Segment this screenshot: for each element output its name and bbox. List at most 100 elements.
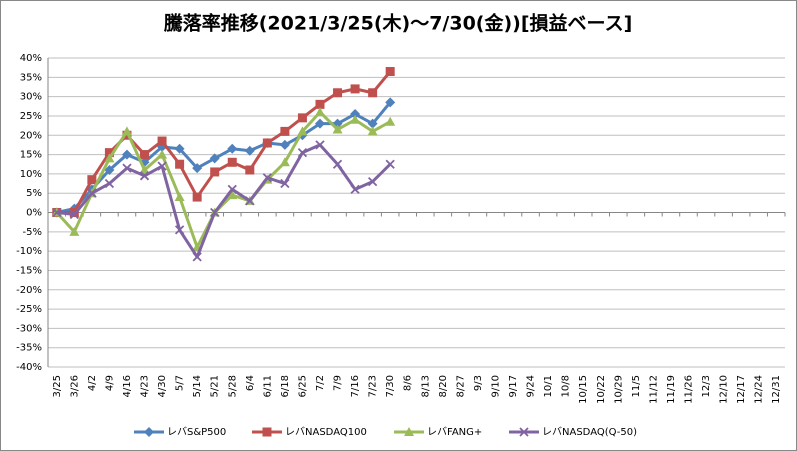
marker	[280, 178, 290, 189]
y-tick-label: 35%	[20, 72, 42, 83]
marker	[297, 147, 308, 158]
x-tick-label: 10/15	[578, 375, 589, 404]
x-tick-label: 4/2	[87, 375, 98, 391]
x-tick-label: 10/8	[561, 375, 572, 397]
legend-marker	[262, 427, 272, 437]
y-tick-label: 25%	[20, 111, 42, 122]
legend-label: レバNASDAQ100	[285, 426, 367, 438]
x-tick-label: 6/25	[297, 375, 308, 397]
marker	[104, 148, 114, 158]
y-tick-label: 40%	[20, 53, 42, 64]
marker	[368, 88, 378, 98]
marker	[139, 165, 150, 175]
marker	[350, 84, 360, 94]
marker	[315, 140, 325, 150]
y-tick-label: 0%	[26, 208, 42, 219]
legend-label: レバS&P500	[167, 426, 226, 438]
marker	[104, 178, 115, 189]
marker	[192, 252, 202, 262]
x-tick-label: 10/22	[596, 375, 607, 404]
marker	[333, 88, 343, 98]
marker	[385, 97, 396, 108]
marker	[192, 163, 203, 174]
x-tick-label: 6/18	[280, 375, 291, 397]
x-tick-label: 8/20	[438, 375, 449, 397]
marker	[367, 118, 378, 129]
y-tick-label: -30%	[16, 323, 42, 334]
marker	[227, 143, 238, 154]
x-tick-label: 11/26	[683, 375, 694, 404]
marker	[280, 126, 290, 136]
marker	[385, 159, 395, 169]
marker	[332, 124, 343, 134]
y-tick-label: 10%	[20, 169, 42, 180]
marker	[157, 136, 167, 146]
y-tick-label: -25%	[16, 304, 42, 315]
marker	[157, 149, 168, 159]
legend-marker	[144, 427, 154, 437]
x-tick-label: 9/17	[508, 375, 519, 397]
marker	[174, 143, 185, 154]
marker	[121, 126, 132, 136]
marker	[174, 192, 185, 202]
y-tick-label: -40%	[16, 362, 42, 373]
legend-label: レバNASDAQ(Q-50)	[542, 426, 637, 438]
x-tick-label: 3/25	[52, 375, 63, 397]
x-tick-label: 7/16	[350, 375, 361, 397]
x-tick-label: 6/11	[262, 375, 273, 397]
y-tick-label: -20%	[16, 285, 42, 296]
x-tick-label: 6/4	[245, 375, 256, 391]
marker	[314, 107, 325, 117]
marker	[367, 176, 378, 187]
marker	[227, 157, 237, 167]
marker	[139, 171, 150, 181]
marker	[385, 116, 396, 126]
marker	[210, 167, 220, 177]
x-tick-label: 7/9	[333, 375, 344, 391]
marker	[245, 165, 255, 175]
marker	[332, 118, 343, 129]
marker	[192, 192, 202, 202]
marker	[297, 126, 308, 136]
y-tick-label: -15%	[16, 265, 42, 276]
marker	[350, 114, 361, 124]
y-tick-label: 5%	[26, 188, 42, 199]
marker	[104, 165, 115, 176]
x-tick-label: 7/23	[368, 375, 379, 397]
x-tick-label: 12/3	[701, 375, 712, 397]
marker	[87, 188, 97, 198]
legend-marker	[519, 427, 529, 437]
x-tick-label: 12/31	[771, 375, 782, 404]
x-tick-label: 11/12	[648, 375, 659, 404]
x-tick-label: 12/24	[754, 375, 765, 404]
y-tick-label: -35%	[16, 343, 42, 354]
marker	[279, 139, 290, 150]
marker	[121, 149, 132, 160]
x-tick-label: 8/6	[403, 375, 414, 391]
marker	[385, 67, 395, 77]
x-tick-label: 11/19	[666, 375, 677, 404]
marker	[174, 225, 185, 235]
marker	[227, 190, 238, 200]
y-tick-label: 30%	[20, 92, 42, 103]
marker	[262, 138, 272, 148]
x-tick-label: 12/17	[736, 375, 747, 404]
x-tick-label: 9/24	[526, 375, 537, 397]
x-tick-label: 9/10	[490, 375, 501, 397]
marker	[52, 207, 62, 218]
y-tick-label: 20%	[20, 130, 42, 141]
marker	[332, 159, 343, 169]
x-tick-label: 12/10	[719, 375, 730, 404]
x-tick-label: 3/26	[69, 375, 80, 397]
marker	[87, 175, 97, 185]
marker	[175, 159, 185, 169]
x-tick-label: 10/1	[543, 375, 554, 397]
x-tick-label: 5/7	[175, 375, 186, 391]
marker	[122, 163, 132, 173]
x-tick-label: 5/21	[210, 375, 221, 397]
marker	[314, 118, 325, 129]
x-tick-label: 4/23	[140, 375, 151, 397]
x-tick-label: 4/16	[122, 375, 133, 397]
